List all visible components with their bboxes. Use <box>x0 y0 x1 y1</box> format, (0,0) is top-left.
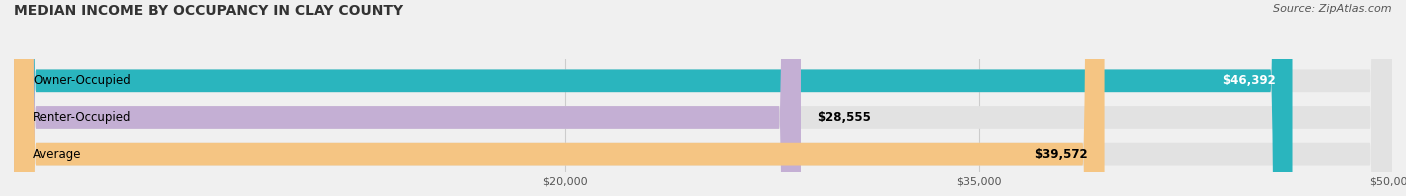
Text: Renter-Occupied: Renter-Occupied <box>34 111 132 124</box>
Text: Average: Average <box>34 148 82 161</box>
FancyBboxPatch shape <box>14 0 1292 196</box>
Text: $28,555: $28,555 <box>817 111 872 124</box>
Text: $39,572: $39,572 <box>1035 148 1088 161</box>
FancyBboxPatch shape <box>14 0 801 196</box>
FancyBboxPatch shape <box>14 0 1105 196</box>
Text: Owner-Occupied: Owner-Occupied <box>34 74 131 87</box>
Text: MEDIAN INCOME BY OCCUPANCY IN CLAY COUNTY: MEDIAN INCOME BY OCCUPANCY IN CLAY COUNT… <box>14 4 404 18</box>
FancyBboxPatch shape <box>14 0 1392 196</box>
FancyBboxPatch shape <box>14 0 1392 196</box>
Text: $46,392: $46,392 <box>1222 74 1277 87</box>
Text: Source: ZipAtlas.com: Source: ZipAtlas.com <box>1274 4 1392 14</box>
FancyBboxPatch shape <box>14 0 1392 196</box>
